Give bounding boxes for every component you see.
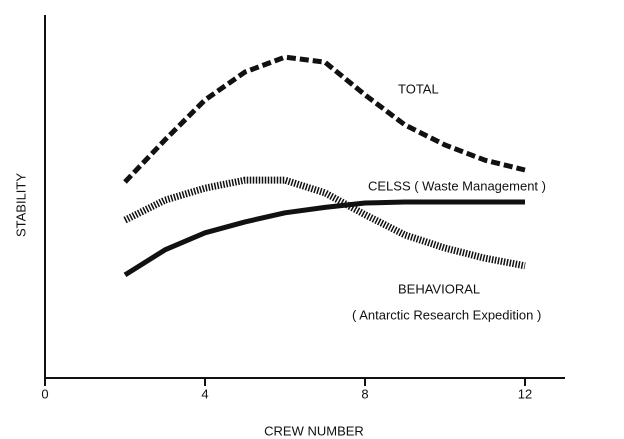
series-line <box>123 199 525 278</box>
x-tick-label: 12 <box>518 386 532 401</box>
series-label: TOTAL <box>398 81 439 96</box>
series-label: CELSS ( Waste Management ) <box>368 178 546 193</box>
x-axis-label: CREW NUMBER <box>264 423 364 438</box>
annotation: ( Antarctic Research Expedition ) <box>352 307 541 322</box>
series-label: BEHAVIORAL <box>398 281 480 296</box>
y-axis-label: STABILITY <box>13 173 28 237</box>
x-tick-label: 8 <box>361 386 368 401</box>
series-line <box>123 54 526 184</box>
x-tick-label: 4 <box>201 386 208 401</box>
series-line <box>123 176 526 270</box>
x-tick-label: 0 <box>41 386 48 401</box>
